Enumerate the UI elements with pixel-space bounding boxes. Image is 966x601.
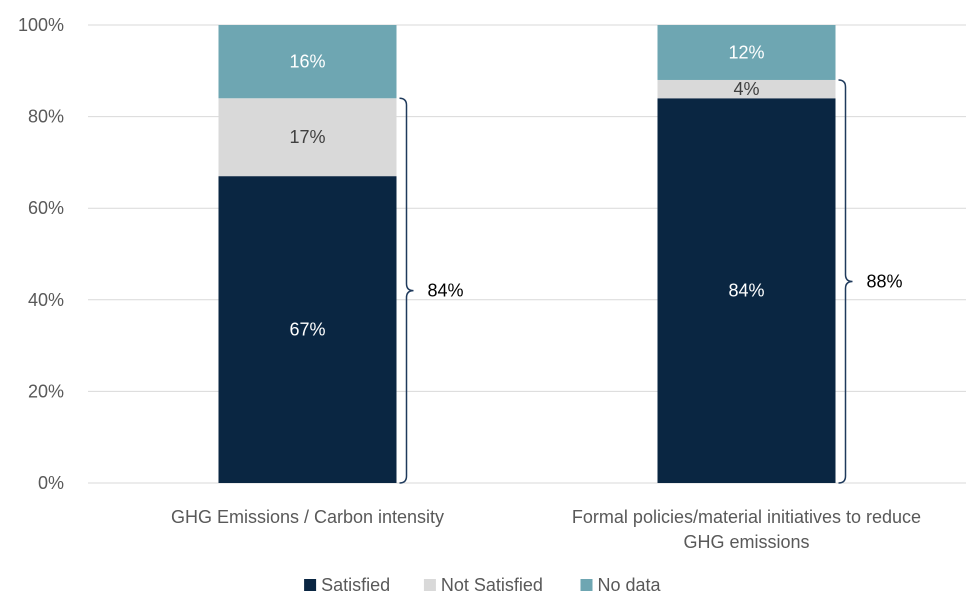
legend-label: Not Satisfied — [441, 575, 543, 595]
bar-segment-satisfied — [218, 176, 397, 483]
data-label: 17% — [289, 127, 325, 147]
data-label: 4% — [733, 79, 759, 99]
legend-swatch — [580, 579, 593, 591]
legend: Satisfied Not Satisfied No data — [304, 575, 662, 595]
brackets: 84% 88% — [399, 79, 903, 484]
y-tick-label: 20% — [28, 381, 64, 401]
curly-bracket — [399, 97, 414, 484]
bars: 67% 17% 16% 84% 4% 12% — [218, 25, 836, 483]
bracket-label: 88% — [867, 271, 903, 291]
y-tick-label: 60% — [28, 198, 64, 218]
bar-segment-satisfied — [657, 98, 836, 483]
x-category-label: GHG emissions — [683, 532, 809, 552]
legend-swatch — [423, 579, 436, 591]
y-tick-label: 0% — [38, 473, 64, 493]
y-tick-label: 100% — [18, 15, 64, 35]
bracket-label: 84% — [428, 281, 464, 301]
y-tick-label: 40% — [28, 290, 64, 310]
x-category-label: Formal policies/material initiatives to … — [572, 507, 921, 527]
data-label: 16% — [289, 52, 325, 72]
data-label: 12% — [728, 42, 764, 62]
bar-segment-not-satisfied — [218, 98, 397, 177]
legend-label: No data — [598, 575, 662, 595]
data-label: 84% — [728, 281, 764, 301]
bar-segment-no-data — [657, 25, 836, 80]
data-label: 67% — [289, 320, 325, 340]
legend-label: Satisfied — [321, 575, 390, 595]
bar-segment-not-satisfied — [657, 79, 836, 99]
y-axis-ticks: 0% 20% 40% 60% 80% 100% — [18, 15, 64, 493]
bar-segment-no-data — [218, 25, 397, 99]
x-axis-categories: GHG Emissions / Carbon intensity Formal p… — [171, 507, 921, 552]
curly-bracket — [838, 79, 853, 484]
legend-swatch — [304, 579, 317, 591]
x-category-label: GHG Emissions / Carbon intensity — [171, 507, 444, 527]
y-tick-label: 80% — [28, 107, 64, 127]
